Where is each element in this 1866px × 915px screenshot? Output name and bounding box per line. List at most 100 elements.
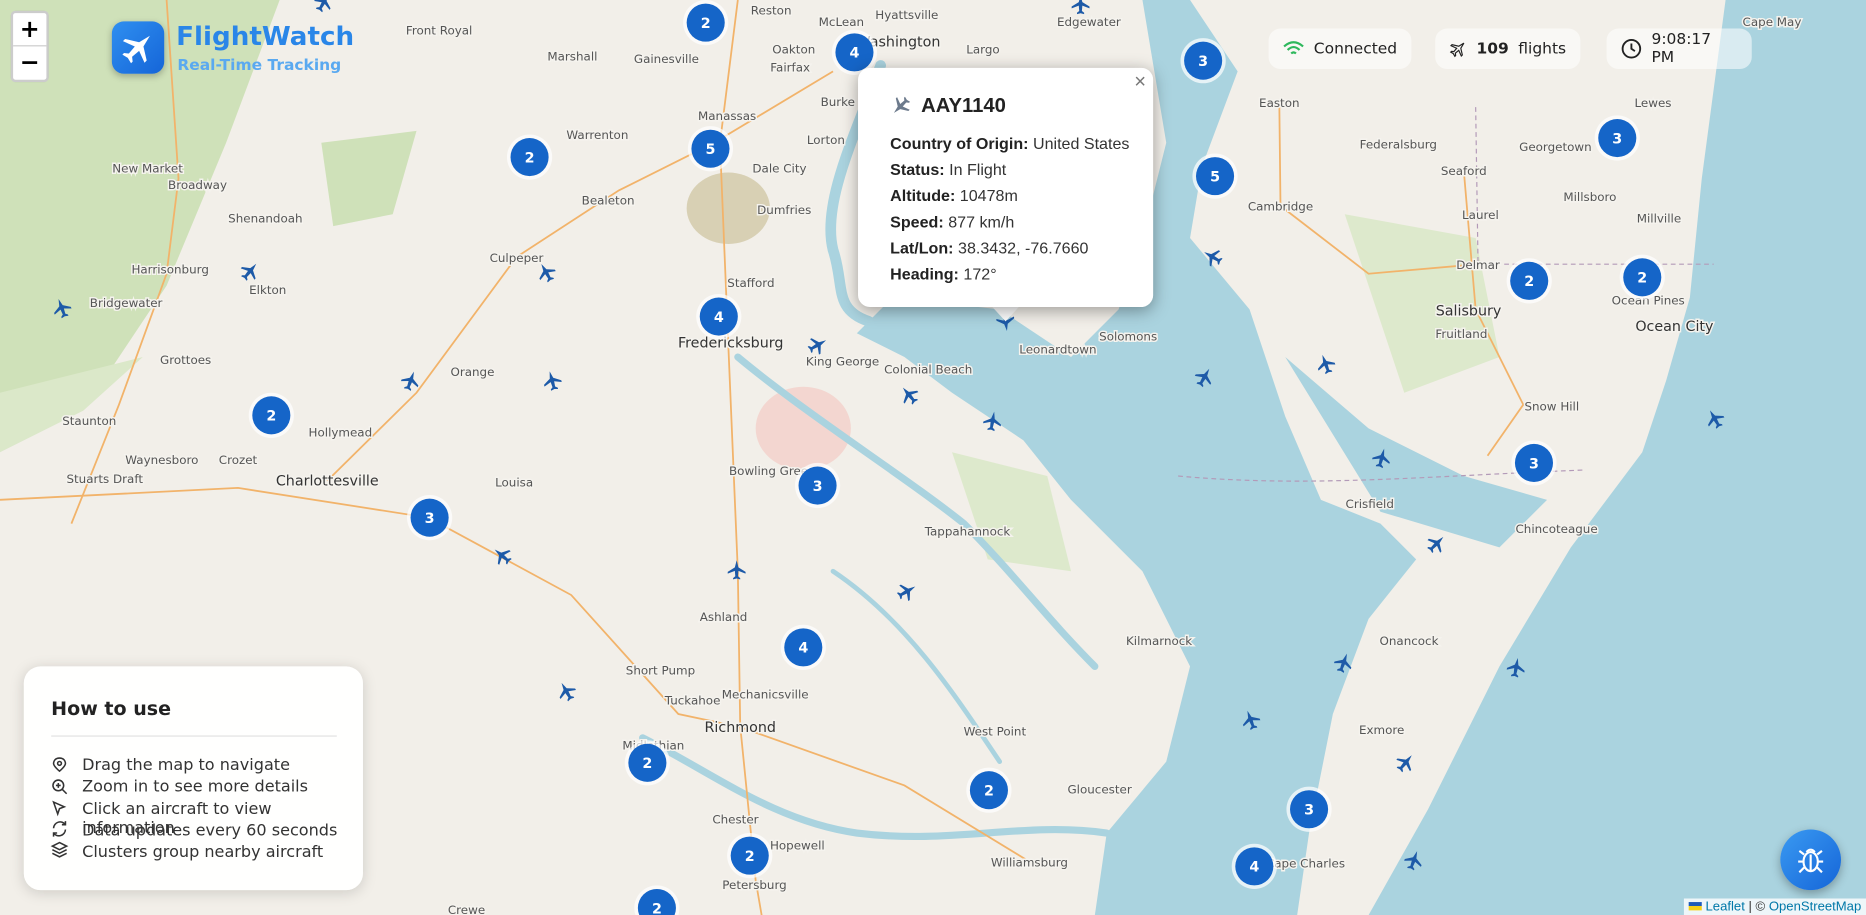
map-label: Kilmarnock	[1126, 634, 1192, 648]
field-value: In Flight	[949, 160, 1007, 179]
map-label: Cambridge	[1248, 200, 1313, 214]
cluster-count: 5	[1210, 169, 1220, 185]
aircraft-cluster[interactable]: 4	[831, 29, 878, 75]
clock-time: 9:08:17 PM	[1651, 30, 1712, 67]
map-label: Richmond	[704, 720, 775, 736]
cluster-circle	[1235, 847, 1274, 886]
help-panel: How to use Drag the map to navigate Zoom …	[23, 666, 363, 891]
map-label: Fruitland	[1435, 327, 1487, 341]
map-label: Tuckahoe	[664, 694, 721, 708]
map-label: Gloucester	[1067, 783, 1131, 797]
aircraft-cluster[interactable]: 5	[1192, 153, 1238, 199]
map-label: Snow Hill	[1524, 400, 1579, 414]
map-label: Bridgewater	[90, 296, 163, 310]
map-label: Easton	[1259, 96, 1299, 110]
map-label: Colonial Beach	[884, 363, 972, 377]
cluster-count: 4	[714, 310, 724, 326]
cluster-circle	[699, 297, 738, 336]
cluster-circle	[1184, 41, 1223, 80]
map-label: Reston	[751, 3, 792, 17]
aircraft-cluster[interactable]: 5	[687, 126, 734, 172]
popup-callsign: AAY1140	[921, 94, 1006, 117]
map-label: Short Pump	[626, 664, 695, 678]
attribution-leaflet[interactable]: Leaflet	[1705, 899, 1745, 914]
aircraft-cluster[interactable]: 3	[794, 462, 841, 509]
aircraft[interactable]	[541, 369, 564, 393]
map-label: Dale City	[752, 162, 806, 176]
app-title: FlightWatch	[176, 22, 355, 53]
cluster-count: 3	[1612, 131, 1622, 147]
aircraft-cluster[interactable]: 2	[624, 740, 670, 786]
attribution: Leaflet | © OpenStreetMap	[1684, 898, 1866, 915]
aircraft[interactable]	[896, 381, 923, 409]
map-label: Hyattsville	[875, 8, 938, 22]
aircraft-cluster[interactable]: 2	[248, 392, 294, 438]
aircraft-cluster[interactable]: 3	[406, 495, 453, 541]
map-label: Broadway	[168, 178, 227, 192]
aircraft-cluster[interactable]: 4	[780, 624, 826, 670]
map-label: Manassas	[698, 109, 756, 123]
aircraft[interactable]	[894, 578, 920, 604]
cluster-count: 3	[425, 511, 435, 527]
map-label: Lorton	[807, 133, 845, 147]
cluster-count: 2	[652, 901, 662, 915]
aircraft-cluster[interactable]: 2	[966, 767, 1012, 813]
debug-button[interactable]	[1780, 829, 1842, 891]
popup-close[interactable]: ×	[1134, 70, 1147, 93]
attribution-separator: | ©	[1748, 899, 1766, 914]
map-label: Marshall	[547, 50, 597, 64]
aircraft-cluster[interactable]: 4	[1231, 843, 1277, 889]
popup-field: Country of Origin: United States	[890, 134, 1129, 152]
aircraft[interactable]	[237, 258, 264, 285]
aircraft-cluster[interactable]: 3	[1286, 786, 1332, 832]
aircraft[interactable]	[311, 0, 337, 15]
aircraft[interactable]	[553, 678, 579, 704]
aircraft-cluster[interactable]: 3	[1511, 440, 1557, 486]
map-label: Laurel	[1462, 208, 1499, 222]
map-label: Shenandoah	[228, 212, 302, 226]
aircraft-cluster[interactable]: 2	[683, 0, 729, 46]
connection-status: Connected	[1268, 28, 1412, 70]
aircraft[interactable]	[1423, 530, 1450, 557]
aircraft-cluster[interactable]: 4	[696, 293, 742, 340]
map-label: New Market	[112, 162, 183, 176]
field-label: Country of Origin:	[890, 134, 1029, 153]
map-label: Grottoes	[160, 353, 211, 367]
aircraft-cluster[interactable]: 2	[506, 134, 553, 180]
aircraft-cluster[interactable]: 2	[1506, 258, 1552, 304]
connection-text: Connected	[1313, 39, 1398, 58]
aircraft[interactable]	[1313, 351, 1338, 377]
field-value: 38.3432, -76.7660	[958, 239, 1089, 258]
aircraft-cluster[interactable]: 2	[634, 885, 680, 915]
popup-field: Altitude: 10478m	[890, 187, 1018, 205]
field-label: Status:	[890, 160, 945, 179]
zoom-out[interactable]: −	[19, 47, 40, 77]
wifi-icon	[1283, 41, 1304, 55]
aircraft[interactable]	[1071, 0, 1090, 15]
map-label: Federalsburg	[1360, 138, 1437, 152]
aircraft[interactable]	[488, 542, 516, 569]
map-label: Bowling Green	[729, 464, 816, 478]
zoom-in[interactable]: +	[13, 13, 47, 47]
cluster-circle	[691, 129, 730, 168]
aircraft[interactable]	[727, 560, 746, 580]
logo[interactable]	[111, 21, 165, 74]
map-label: Mechanicsville	[722, 688, 809, 702]
attribution-osm[interactable]: OpenStreetMap	[1768, 899, 1862, 914]
map-label: Orange	[450, 365, 494, 379]
cluster-count: 3	[1529, 456, 1539, 472]
aircraft-cluster[interactable]: 3	[1594, 115, 1640, 161]
aircraft-cluster[interactable]: 3	[1180, 38, 1226, 84]
aircraft[interactable]	[1392, 749, 1419, 776]
cluster-circle	[1598, 119, 1637, 158]
map-label: Front Royal	[406, 24, 472, 38]
aircraft-cluster[interactable]: 2	[1619, 254, 1665, 300]
map-label: Fairfax	[770, 60, 810, 74]
map-label: Louisa	[495, 476, 533, 490]
aircraft-cluster[interactable]: 2	[727, 833, 773, 879]
cluster-circle	[784, 628, 823, 667]
cluster-count: 2	[266, 409, 276, 425]
map-label: Georgetown	[1519, 140, 1592, 154]
